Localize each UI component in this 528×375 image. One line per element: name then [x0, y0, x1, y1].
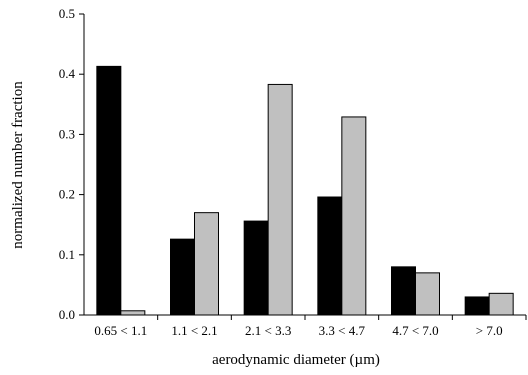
bar-series-2: [341, 116, 367, 316]
x-tick-label: 1.1 < 2.1: [171, 323, 217, 338]
y-axis-title: normalized number fraction: [10, 81, 26, 249]
bar-series-1: [96, 65, 122, 316]
x-tick-label: 2.1 < 3.3: [245, 323, 291, 338]
x-tick-label: 3.3 < 4.7: [319, 323, 366, 338]
bar-series-2: [194, 212, 219, 316]
x-tick-label: > 7.0: [476, 323, 503, 338]
x-axis-title: aerodynamic diameter (µm): [212, 352, 380, 368]
y-tick-label: 0.3: [59, 126, 75, 141]
bar-series-2: [267, 83, 293, 316]
bar-series-2: [488, 292, 514, 316]
bar-series-1: [391, 266, 416, 316]
y-tick-label: 0.5: [59, 6, 75, 21]
y-tick-label: 0.2: [59, 187, 75, 202]
bar-series-2: [415, 272, 440, 316]
x-tick-label: 0.65 < 1.1: [94, 323, 147, 338]
x-tick-label: 4.7 < 7.0: [392, 323, 438, 338]
bar-series-2: [120, 310, 146, 316]
plot-area: 0.0 0.1 0.2 0.3 0.4 0.5 0.65 < 1.1 1.1 < 2.1 2.1…: [59, 6, 527, 338]
bar-series-1: [464, 296, 490, 316]
bar-series-1: [317, 196, 343, 316]
y-tick-label: 0.4: [59, 66, 76, 81]
y-tick-label: 0.1: [59, 247, 75, 262]
y-tick-label: 0.0: [59, 307, 75, 322]
bar-series-1: [170, 238, 195, 316]
bar-series-1: [243, 220, 269, 316]
